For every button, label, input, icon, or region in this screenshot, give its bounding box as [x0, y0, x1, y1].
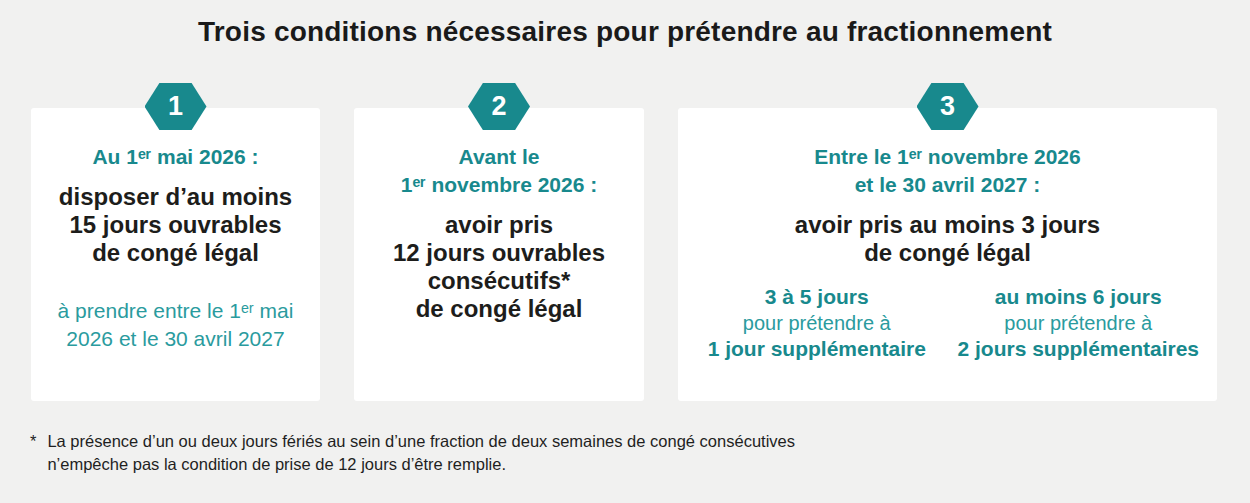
- card-2-body-line: avoir pris: [362, 211, 636, 239]
- step-number: 1: [168, 91, 183, 122]
- option-2-extra-days: au moins 6 jours pour prétendre à 2 jour…: [948, 284, 1210, 362]
- card-3-body-line: avoir pris au moins 3 jours: [686, 211, 1209, 239]
- card-3-header: Entre le 1ᵉʳ novembre 2026 et le 30 avri…: [686, 143, 1209, 199]
- card-2-body: avoir pris 12 jours ouvrables consécutif…: [362, 211, 636, 323]
- card-2-body-line: consécutifs*: [362, 267, 636, 295]
- card-1-body: disposer d’au moins 15 jours ouvrables d…: [39, 183, 312, 267]
- card-3-header-line: Entre le 1ᵉʳ novembre 2026: [686, 143, 1209, 171]
- footnote-line: n’empêche pas la condition de prise de 1…: [47, 453, 795, 476]
- option-result: 1 jour supplémentaire: [690, 336, 944, 362]
- step-badge-3: 3: [917, 83, 979, 130]
- option-1-extra-day: 3 à 5 jours pour prétendre à 1 jour supp…: [686, 284, 948, 362]
- card-3-body-line: de congé légal: [686, 239, 1209, 267]
- card-2-body-line: 12 jours ouvrables: [362, 239, 636, 267]
- step-number: 3: [940, 91, 955, 122]
- step-badge-2: 2: [468, 83, 530, 130]
- option-middle: pour prétendre à: [952, 310, 1206, 336]
- page-title: Trois conditions nécessaires pour préten…: [0, 16, 1250, 48]
- option-result: 2 jours supplémentaires: [952, 336, 1206, 362]
- card-1-note-line: 2026 et le 30 avril 2027: [39, 325, 312, 353]
- card-2-header-line: 1ᵉʳ novembre 2026 :: [362, 171, 636, 199]
- conditions-row: 1 Au 1ᵉʳ mai 2026 : disposer d’au moins …: [31, 108, 1217, 401]
- option-range: au moins 6 jours: [952, 284, 1206, 310]
- option-range: 3 à 5 jours: [690, 284, 944, 310]
- footnote-asterisk: *: [30, 430, 36, 476]
- card-1-body-line: disposer d’au moins: [39, 183, 312, 211]
- card-1-note: à prendre entre le 1ᵉʳ mai 2026 et le 30…: [39, 297, 312, 353]
- card-1-header-line: Au 1ᵉʳ mai 2026 :: [39, 143, 312, 171]
- card-3-body: avoir pris au moins 3 jours de congé lég…: [686, 211, 1209, 267]
- condition-card-2: 2 Avant le 1ᵉʳ novembre 2026 : avoir pri…: [354, 108, 644, 401]
- footnote-line: La présence d’un ou deux jours fériés au…: [47, 430, 795, 453]
- card-2-header: Avant le 1ᵉʳ novembre 2026 :: [362, 143, 636, 199]
- condition-card-1: 1 Au 1ᵉʳ mai 2026 : disposer d’au moins …: [31, 108, 320, 401]
- card-3-header-line: et le 30 avril 2027 :: [686, 171, 1209, 199]
- card-1-header: Au 1ᵉʳ mai 2026 :: [39, 143, 312, 171]
- option-middle: pour prétendre à: [690, 310, 944, 336]
- footnote-text: La présence d’un ou deux jours fériés au…: [47, 430, 795, 476]
- card-2-header-line: Avant le: [362, 143, 636, 171]
- card-1-body-line: de congé légal: [39, 239, 312, 267]
- card-1-body-line: 15 jours ouvrables: [39, 211, 312, 239]
- step-badge-1: 1: [145, 83, 207, 130]
- card-1-note-line: à prendre entre le 1ᵉʳ mai: [39, 297, 312, 325]
- card-2-body-line: de congé légal: [362, 295, 636, 323]
- infographic-fractionnement: Trois conditions nécessaires pour préten…: [0, 0, 1250, 503]
- step-number: 2: [491, 91, 506, 122]
- condition-card-3: 3 Entre le 1ᵉʳ novembre 2026 et le 30 av…: [678, 108, 1217, 401]
- footnote: * La présence d’un ou deux jours fériés …: [30, 430, 930, 476]
- card-3-options: 3 à 5 jours pour prétendre à 1 jour supp…: [686, 284, 1209, 362]
